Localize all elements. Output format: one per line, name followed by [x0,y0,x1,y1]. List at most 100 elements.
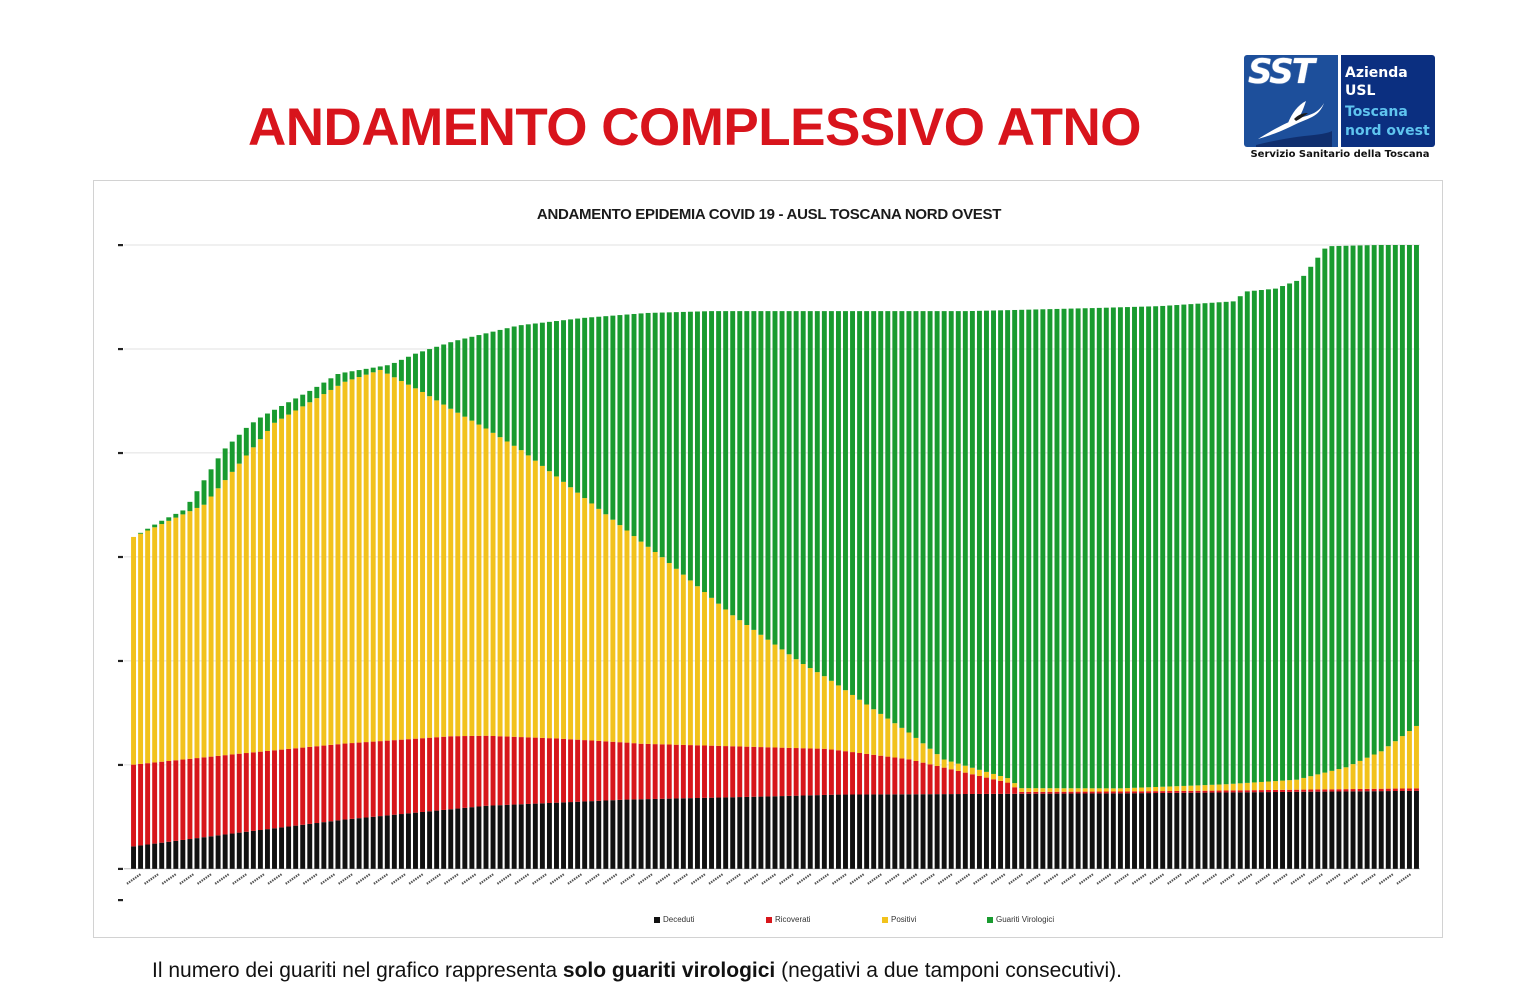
bar-segment-guariti-virologici [568,319,574,488]
bar-segment-ricoverati [293,748,299,826]
x-tick-label [426,872,442,885]
bar-segment-guariti-virologici [342,372,348,382]
x-tick-label [620,872,636,885]
bar-day-95 [793,311,799,869]
bar-segment-ricoverati [1188,790,1194,793]
bar-segment-ricoverati [194,758,200,839]
logo-text-nord-ovest: nord ovest [1345,123,1430,139]
bar-segment-deceduti [279,827,285,869]
bar-segment-positivi [969,767,975,775]
bar-segment-deceduti [1005,793,1011,869]
bar-segment-ricoverati [1202,790,1208,793]
bar-segment-positivi [222,480,228,756]
bar-segment-deceduti [462,807,468,869]
bar-segment-positivi [257,439,263,752]
bar-segment-deceduti [138,845,144,869]
bar-segment-deceduti [1167,792,1173,869]
bar-day-130 [1040,309,1046,869]
bar-day-74 [645,312,651,869]
bar-day-32 [349,371,355,869]
bar-segment-guariti-virologici [603,316,609,515]
bar-segment-deceduti [1153,793,1159,869]
bar-segment-positivi [751,629,757,747]
bar-segment-positivi [1089,788,1095,792]
bar-segment-positivi [328,389,334,745]
bar-day-78 [673,312,679,869]
bar-segment-ricoverati [1385,788,1391,792]
bar-segment-positivi [638,541,644,744]
x-tick-label [1378,872,1395,885]
bar-segment-guariti-virologici [462,338,468,417]
bar-segment-deceduti [631,799,637,869]
bar-segment-ricoverati [1146,791,1152,794]
bar-segment-deceduti [1244,792,1250,869]
bar-segment-guariti-virologici [687,311,693,581]
bar-day-22 [279,405,285,869]
bar-segment-ricoverati [356,742,362,819]
bar-segment-positivi [441,404,447,737]
x-tick-label [1131,872,1148,885]
bar-segment-positivi [1223,784,1229,791]
bar-segment-positivi [1209,784,1215,791]
bar-segment-ricoverati [469,735,475,808]
bar-segment-deceduti [934,794,940,869]
bar-segment-positivi [850,694,855,753]
bar-segment-guariti-virologici [575,318,581,493]
bar-day-181 [1399,245,1405,869]
bar-day-160 [1251,290,1257,869]
bar-segment-ricoverati [1124,791,1130,794]
bar-segment-deceduti [504,804,510,869]
bar-segment-positivi [899,727,905,759]
x-tick-label [849,872,865,885]
bar-segment-deceduti [243,831,249,869]
bar-segment-positivi [152,527,158,763]
y-tick [118,555,123,559]
bar-segment-positivi [490,432,496,736]
x-tick-label [584,872,601,885]
bar-segment-positivi [1378,751,1384,789]
bar-segment-ricoverati [384,740,390,816]
bar-segment-positivi [434,400,440,738]
bar-day-66 [589,317,595,869]
bar-segment-ricoverati [1103,791,1109,794]
bar-day-154 [1209,302,1215,869]
bar-segment-ricoverati [843,751,848,795]
bar-segment-guariti-virologici [1237,296,1243,784]
bar-segment-deceduti [568,802,574,869]
bar-segment-ricoverati [1082,791,1088,794]
bar-segment-deceduti [758,796,764,869]
bar-segment-ricoverati [850,752,855,795]
bar-segment-guariti-virologici [1089,308,1095,789]
bar-segment-positivi [1068,788,1074,792]
bar-day-53 [497,329,503,869]
footnote-emphasis: solo guariti virologici [562,959,776,982]
bar-segment-guariti-virologici [673,312,679,569]
bar-segment-deceduti [250,830,256,869]
bar-day-45 [441,344,447,869]
bar-segment-ricoverati [152,762,158,844]
bar-day-51 [483,333,489,869]
bar-segment-guariti-virologici [1026,309,1032,789]
bar-segment-positivi [201,504,207,758]
bar-segment-ricoverati [589,740,595,802]
bar-segment-positivi [159,524,165,762]
bar-segment-deceduti [229,833,235,869]
bar-segment-deceduti [1406,790,1412,869]
logo: SST Azienda USL Toscana nord ovest Servi… [1243,54,1437,164]
bar-segment-ricoverati [1153,791,1159,794]
bar-segment-deceduti [1047,793,1053,869]
bar-segment-ricoverati [420,738,425,812]
x-tick-label [1149,872,1165,885]
bar-segment-ricoverati [984,777,989,794]
bar-segment-deceduti [1139,793,1145,869]
bar-segment-deceduti [984,793,989,869]
x-tick-label [373,872,389,885]
bar-segment-deceduti [955,794,961,869]
x-tick-label [338,872,354,885]
bar-segment-positivi [145,530,151,764]
bar-segment-guariti-virologici [398,359,404,381]
bar-day-10 [194,491,200,869]
bar-segment-guariti-virologici [1399,245,1405,737]
bar-segment-positivi [1040,788,1046,792]
bar-day-106 [871,311,877,869]
